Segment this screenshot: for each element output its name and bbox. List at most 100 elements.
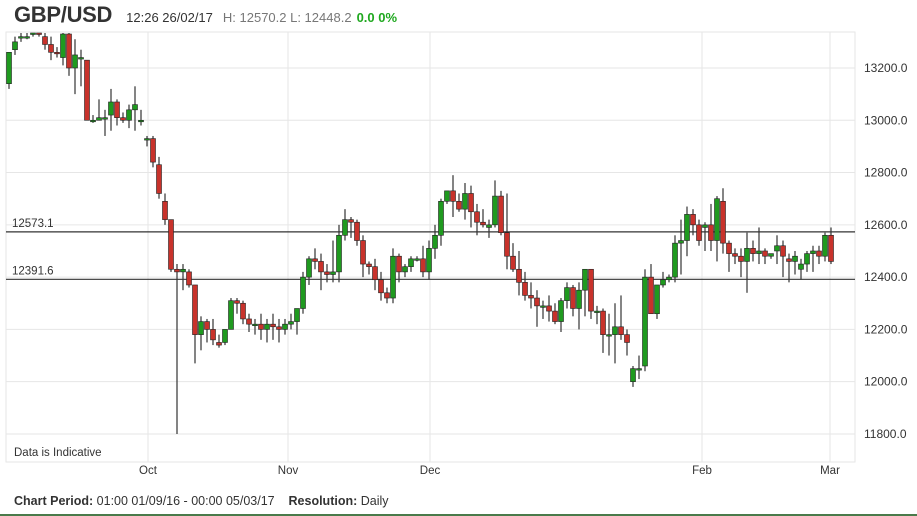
candle-up xyxy=(486,224,492,228)
candle-up xyxy=(774,245,780,252)
candle-down xyxy=(234,300,240,304)
candle-up xyxy=(684,214,690,241)
candle-up xyxy=(60,33,66,58)
candle-up xyxy=(402,266,408,273)
level-line-label: 12391.6 xyxy=(12,265,54,277)
candle-up xyxy=(606,334,612,337)
candle-down xyxy=(360,240,366,265)
candle-down xyxy=(354,221,360,241)
y-tick-label: 13000.0 xyxy=(864,113,908,127)
candle-up xyxy=(438,201,444,236)
candle-up xyxy=(6,52,12,84)
candle-down xyxy=(504,232,510,257)
candle-up xyxy=(804,253,810,265)
candle-down xyxy=(738,255,744,262)
candle-down xyxy=(210,329,216,341)
candlestick-chart[interactable]: 13200.0 13000.0 12800.0 12600.0 12400.0 12200… xyxy=(0,0,917,490)
y-tick-label: 12200.0 xyxy=(864,322,908,336)
candle-down xyxy=(258,323,264,330)
candle-up xyxy=(198,321,204,335)
candle-up xyxy=(72,54,78,69)
candle-down xyxy=(312,258,318,262)
candle-down xyxy=(624,334,630,343)
candle-up xyxy=(594,310,600,313)
candle-down xyxy=(246,318,252,325)
candle-down xyxy=(324,271,330,275)
chart-header: GBP/USD 12:26 26/02/17 H: 12570.2 L: 124… xyxy=(14,2,397,28)
level-line-label: 12573.1 xyxy=(12,218,54,230)
candle-down xyxy=(528,295,534,299)
candle-up xyxy=(288,321,294,325)
candle-down xyxy=(546,305,552,312)
candle-up xyxy=(330,271,336,275)
candle-up xyxy=(282,323,288,330)
candle-up xyxy=(408,258,414,267)
data-indicative-note: Data is Indicative xyxy=(14,447,102,459)
candle-down xyxy=(480,221,486,226)
candle-down xyxy=(276,326,282,330)
candle-down xyxy=(54,52,60,55)
candle-up xyxy=(132,104,138,111)
candle-up xyxy=(810,250,816,254)
y-axis-labels: 13200.0 13000.0 12800.0 12600.0 12400.0 12200… xyxy=(864,61,908,441)
candle-up xyxy=(342,219,348,236)
y-tick-label: 12800.0 xyxy=(864,166,908,180)
candle-up xyxy=(18,36,24,39)
x-tick-label: Nov xyxy=(278,465,299,477)
candle-down xyxy=(372,266,378,281)
quote-timestamp: 12:26 26/02/17 xyxy=(126,10,213,25)
candles xyxy=(6,32,834,434)
candle-down xyxy=(162,201,168,220)
x-tick-label: Oct xyxy=(139,465,158,477)
candle-up xyxy=(630,368,636,382)
candle-down xyxy=(498,195,504,233)
candle-down xyxy=(648,276,654,315)
candle-up xyxy=(144,138,150,141)
candle-down xyxy=(690,214,696,226)
candle-down xyxy=(552,310,558,322)
x-tick-label: Feb xyxy=(692,465,712,477)
candle-down xyxy=(474,211,480,223)
candle-up xyxy=(714,198,720,241)
candle-up xyxy=(138,119,144,123)
candle-down xyxy=(450,190,456,202)
candle-down xyxy=(750,248,756,254)
symbol-title: GBP/USD xyxy=(14,2,113,27)
candle-down xyxy=(378,279,384,294)
candle-down xyxy=(348,219,354,223)
candle-down xyxy=(732,253,738,257)
candle-up xyxy=(792,255,798,262)
candle-up xyxy=(666,276,672,281)
candle-up xyxy=(180,268,186,273)
candle-up xyxy=(414,258,420,261)
candle-down xyxy=(726,242,732,254)
candle-up xyxy=(798,263,804,270)
candle-up xyxy=(432,234,438,249)
candle-up xyxy=(702,224,708,228)
candle-down xyxy=(366,263,372,267)
candle-up xyxy=(24,36,30,39)
x-tick-label: Mar xyxy=(820,465,840,477)
candle-down xyxy=(828,234,834,262)
candle-down xyxy=(156,164,162,194)
candle-up xyxy=(612,326,618,335)
candle-up xyxy=(660,279,666,286)
candle-up xyxy=(300,276,306,309)
candle-down xyxy=(510,255,516,270)
candle-down xyxy=(720,201,726,244)
candle-up xyxy=(426,248,432,273)
candle-up xyxy=(90,119,96,123)
chart-period-label: Chart Period: xyxy=(14,494,94,508)
candle-up xyxy=(672,242,678,278)
candle-down xyxy=(168,219,174,270)
candle-down xyxy=(48,44,54,53)
candle-down xyxy=(150,138,156,163)
candle-up xyxy=(228,300,234,330)
candle-up xyxy=(444,190,450,202)
candle-down xyxy=(240,302,246,320)
candle-down xyxy=(204,321,210,330)
y-tick-label: 12400.0 xyxy=(864,270,908,284)
candle-down xyxy=(114,101,120,118)
y-tick-label: 12600.0 xyxy=(864,218,908,232)
candle-up xyxy=(96,117,102,121)
